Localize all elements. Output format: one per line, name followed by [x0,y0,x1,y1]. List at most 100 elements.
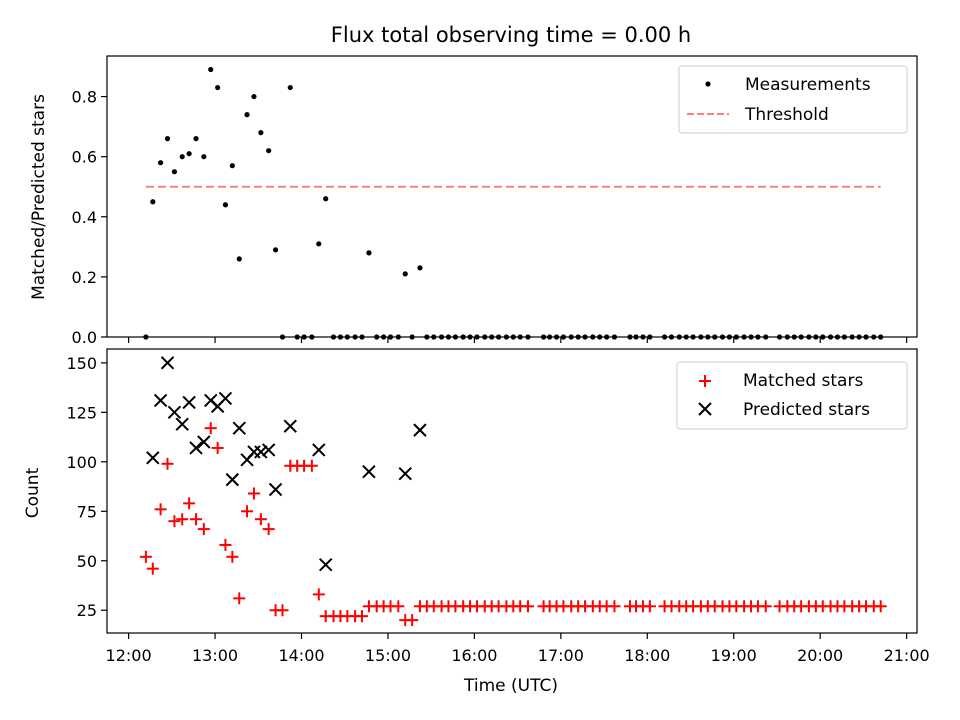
predicted-stars-point [261,443,276,457]
measurements-point [164,136,171,142]
measurements-point [266,148,272,154]
predicted-stars-point [413,423,427,437]
bottom-legend-box [676,361,908,430]
matched-stars-point [146,562,159,575]
legend-predicted-marker [698,402,712,416]
predicted-stars-point [232,421,246,435]
measurements-point [366,250,372,256]
measurements-point [222,202,229,208]
measurements-point [171,169,178,175]
count-points-layer [139,356,887,627]
predicted-stars-point [254,445,268,459]
matched-stars-point [262,523,275,536]
matched-stars-point [226,550,239,563]
top-y-tick-label: 0.2 [72,268,97,287]
x-tick-label: 13:00 [192,646,238,665]
top-legend-box [678,65,908,134]
measurements-point [157,160,164,166]
measurements-point [417,265,423,271]
predicted-stars-point [218,391,233,406]
matched-stars-point [406,614,419,627]
matched-stars-point [608,600,621,613]
matched-stars-point [176,513,189,526]
top-axis-ticks: 0.0 0.2 0.4 0.6 0.8 [72,88,908,347]
x-tick-label: 14:00 [278,646,324,665]
x-tick-label: 15:00 [365,646,411,665]
legend-predicted-label: Predicted stars [743,400,870,420]
legend-measurements-marker [705,81,711,87]
legend-matched-marker [699,375,711,387]
legend-measurements-label: Measurements [745,75,871,95]
matched-stars-point [211,441,224,454]
measurements-point [316,241,322,247]
measurements-point [272,247,279,253]
predicted-stars-point [153,393,168,408]
top-panel: Flux total observing time = 0.00 h Match… [29,23,918,347]
predicted-stars-point [146,451,160,465]
measurements-point [201,154,207,160]
x-tick-label: 17:00 [538,646,584,665]
predicted-stars-point [225,472,240,487]
top-y-tick-label: 0.6 [72,148,97,167]
matched-stars-point [247,487,260,500]
chart-title: Flux total observing time = 0.00 h [331,23,691,47]
matched-stars-point [874,600,887,613]
top-legend: Measurements Threshold [678,65,908,134]
predicted-stars-point [312,443,326,457]
x-tick-label: 16:00 [451,646,497,665]
predicted-stars-point [197,435,211,449]
matched-stars-point [139,550,152,563]
matched-stars-point [154,503,167,516]
matched-stars-point [197,523,210,536]
top-y-axis-label: Matched/Predicted stars [29,94,49,300]
top-y-tick-label: 0.4 [72,208,97,227]
matched-stars-point [219,538,232,551]
matched-stars-point [183,497,196,510]
bottom-y-tick-label: 50 [77,552,97,571]
predicted-stars-point [182,395,196,410]
predicted-stars-point [398,466,412,481]
matched-stars-point [204,422,217,435]
bottom-y-tick-label: 125 [66,403,97,422]
matched-stars-point [241,505,254,518]
measurement-points-layer [143,66,884,340]
matched-stars-point [305,459,318,472]
predicted-stars-point [167,405,182,420]
matched-stars-point [276,604,289,617]
measurements-point [193,136,199,142]
legend-matched-label: Matched stars [743,371,863,391]
x-tick-label: 19:00 [711,646,757,665]
x-tick-label: 18:00 [624,646,670,665]
x-tick-label: 12:00 [106,646,152,665]
bottom-panel: Count Time (UTC) 12:00 13:00 14:00 15:00 16:… [23,348,930,696]
measurements-point [251,93,257,100]
bottom-y-tick-label: 150 [66,354,97,373]
measurements-point [229,163,235,169]
matched-stars-point [521,600,534,613]
matched-stars-point [312,588,325,601]
predicted-stars-point [268,482,283,497]
predicted-stars-point [283,419,297,433]
x-tick-label: 21:00 [884,646,930,665]
predicted-stars-point [160,356,175,370]
x-tick-label: 20:00 [797,646,843,665]
matched-stars-point [759,600,772,613]
matched-stars-point [356,610,369,623]
predicted-stars-point [175,417,189,431]
measurements-point [208,66,214,73]
x-axis-label: Time (UTC) [463,676,558,696]
bottom-y-tick-label: 25 [77,601,97,620]
matched-stars-point [643,600,656,613]
bottom-plot-frame [106,348,918,634]
predicted-stars-point [189,441,203,455]
measurements-point [287,84,293,91]
measurements-point [236,256,242,262]
predicted-stars-point [362,464,376,479]
bottom-y-tick-label: 75 [77,502,97,521]
bottom-legend: Matched stars Predicted stars [676,361,908,430]
matched-stars-point [254,513,267,526]
measurements-point [258,130,264,136]
matched-stars-point [168,515,181,528]
predicted-stars-point [319,558,333,572]
